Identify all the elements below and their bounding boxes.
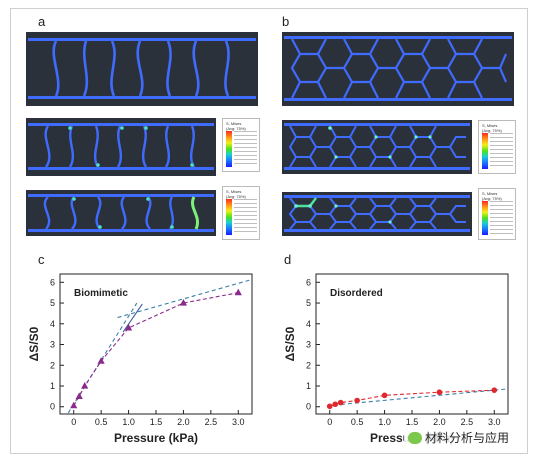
- fit-line: [122, 303, 143, 333]
- y-axis-label: ΔS/S0: [27, 326, 41, 361]
- y-tick-label: 1: [50, 381, 55, 391]
- sim-biomimetic-undeformed: [26, 32, 258, 106]
- legend-title: S, Mises (Avg: 75%): [226, 189, 246, 199]
- data-point: [491, 387, 498, 393]
- data-point: [81, 382, 89, 389]
- legend-tick-lines: [234, 131, 257, 167]
- x-tick-label: 0.5: [351, 417, 364, 427]
- data-point: [97, 357, 105, 364]
- stress-legend-b1: S, Mises (Avg: 75%): [478, 120, 516, 174]
- data-point: [354, 397, 360, 404]
- y-tick-label: 6: [50, 277, 55, 287]
- chart-annotation: Biomimetic: [74, 288, 128, 299]
- sim-disordered-compressed-1-drawing: [284, 123, 470, 170]
- y-tick-label: 0: [306, 402, 311, 412]
- legend-color-scale: [226, 199, 232, 235]
- legend-color-scale: [226, 131, 232, 167]
- sim-biomimetic-compressed-2: [26, 190, 216, 236]
- data-point: [337, 399, 344, 406]
- panel-label-d: d: [284, 252, 292, 267]
- data-point: [234, 288, 242, 296]
- fit-line: [326, 388, 506, 407]
- x-tick-label: 0: [327, 417, 332, 427]
- sim-biomimetic-compressed-2-drawing: [28, 194, 214, 232]
- y-tick-label: 6: [306, 277, 311, 287]
- y-tick-label: 1: [306, 381, 311, 391]
- legend-title: S, Mises (Avg: 75%): [482, 123, 502, 133]
- y-tick-label: 3: [50, 340, 55, 350]
- y-tick-label: 5: [50, 298, 55, 308]
- data-point: [381, 392, 388, 399]
- sim-biomimetic-compressed-1-drawing: [28, 123, 214, 170]
- stress-legend-a2: S, Mises (Avg: 75%): [222, 186, 260, 240]
- x-tick-label: 1.0: [378, 417, 391, 427]
- y-tick-label: 4: [306, 319, 311, 329]
- x-tick-label: 3.0: [232, 417, 245, 427]
- legend-color-scale: [482, 133, 488, 169]
- x-tick-label: 2.0: [177, 417, 190, 427]
- data-point: [326, 403, 333, 410]
- data-point: [75, 392, 83, 399]
- y-axis-label: ΔS/S0: [283, 326, 297, 361]
- data-point: [70, 401, 78, 409]
- y-tick-label: 5: [306, 298, 311, 308]
- x-tick-label: 1.5: [150, 417, 163, 427]
- data-point: [436, 389, 443, 396]
- watermark-text: 材料分析与应用: [425, 431, 510, 445]
- stress-legend-a1: S, Mises (Avg: 75%): [222, 118, 260, 172]
- legend-tick-lines: [234, 199, 257, 235]
- sim-disordered-compressed-1: [282, 120, 472, 174]
- legend-tick-lines: [490, 201, 513, 235]
- panel-label-a: a: [38, 14, 46, 29]
- x-tick-label: 0: [71, 417, 76, 427]
- x-tick-label: 0.5: [95, 417, 108, 427]
- data-point: [332, 401, 338, 408]
- panel-label-b: b: [282, 14, 290, 29]
- y-tick-label: 4: [50, 319, 55, 329]
- chart-annotation: Disordered: [330, 288, 383, 299]
- series-line: [73, 292, 239, 406]
- data-point: [124, 323, 133, 331]
- fit-line: [117, 279, 250, 319]
- sim-disordered-undeformed-drawing: [284, 36, 512, 101]
- x-tick-label: 2.5: [461, 417, 474, 427]
- x-tick-label: 3.0: [488, 417, 501, 427]
- x-tick-label: 1.5: [406, 417, 419, 427]
- chart-biomimetic: 0 0.5 1.0 1.5 2.0 2.5 3.0 0 1 2 3 4 5 6 Pressure (kPa)…: [27, 273, 253, 445]
- y-tick-label: 3: [306, 340, 311, 350]
- sim-disordered-undeformed: [282, 32, 514, 106]
- watermark: 材料分析与应用: [404, 428, 514, 447]
- sim-biomimetic-compressed-1: [26, 118, 216, 176]
- x-tick-label: 1.0: [122, 417, 135, 427]
- panel-label-c: c: [38, 252, 45, 267]
- y-tick-label: 0: [50, 402, 55, 412]
- y-tick-label: 2: [50, 360, 55, 370]
- figure-frame: [10, 8, 528, 454]
- legend-tick-lines: [490, 133, 513, 169]
- x-tick-label: 2.5: [205, 417, 218, 427]
- stress-legend-b2: S, Mises (Avg: 75%): [478, 188, 516, 240]
- data-point: [179, 299, 188, 306]
- legend-title: S, Mises (Avg: 75%): [226, 121, 246, 131]
- x-axis-label: Pressure (kPa): [114, 431, 198, 445]
- wechat-icon: [408, 432, 422, 444]
- x-tick-label: 2.0: [433, 417, 446, 427]
- legend-title: S, Mises (Avg: 75%): [482, 191, 502, 201]
- y-tick-label: 2: [306, 360, 311, 370]
- sim-disordered-compressed-2-drawing: [284, 195, 470, 232]
- sim-biomimetic-undeformed-drawing: [28, 38, 256, 99]
- legend-color-scale: [482, 201, 488, 235]
- sim-disordered-compressed-2: [282, 192, 472, 236]
